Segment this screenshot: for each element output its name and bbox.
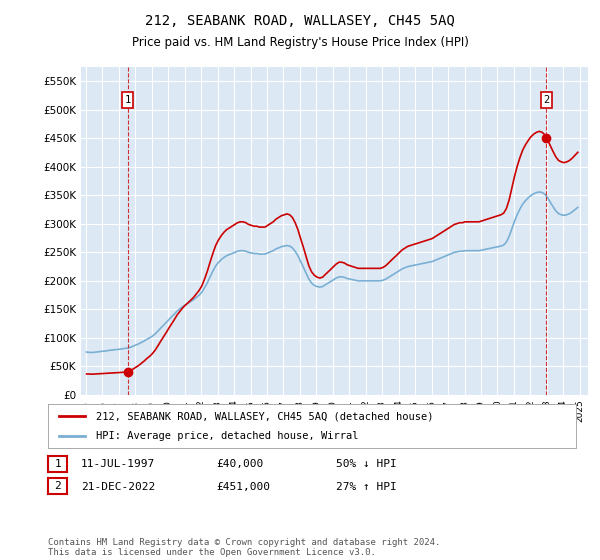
Text: 50% ↓ HPI: 50% ↓ HPI [336,459,397,469]
Text: 1: 1 [124,95,131,105]
Text: 21-DEC-2022: 21-DEC-2022 [81,482,155,492]
Text: Contains HM Land Registry data © Crown copyright and database right 2024.
This d: Contains HM Land Registry data © Crown c… [48,538,440,557]
Text: 212, SEABANK ROAD, WALLASEY, CH45 5AQ (detached house): 212, SEABANK ROAD, WALLASEY, CH45 5AQ (d… [95,411,433,421]
Text: 2: 2 [54,481,61,491]
Text: 1: 1 [54,459,61,469]
Text: £451,000: £451,000 [216,482,270,492]
Text: 2: 2 [543,95,550,105]
Text: HPI: Average price, detached house, Wirral: HPI: Average price, detached house, Wirr… [95,431,358,441]
Text: 212, SEABANK ROAD, WALLASEY, CH45 5AQ: 212, SEABANK ROAD, WALLASEY, CH45 5AQ [145,14,455,28]
Text: 27% ↑ HPI: 27% ↑ HPI [336,482,397,492]
Text: 11-JUL-1997: 11-JUL-1997 [81,459,155,469]
Text: £40,000: £40,000 [216,459,263,469]
Text: Price paid vs. HM Land Registry's House Price Index (HPI): Price paid vs. HM Land Registry's House … [131,36,469,49]
